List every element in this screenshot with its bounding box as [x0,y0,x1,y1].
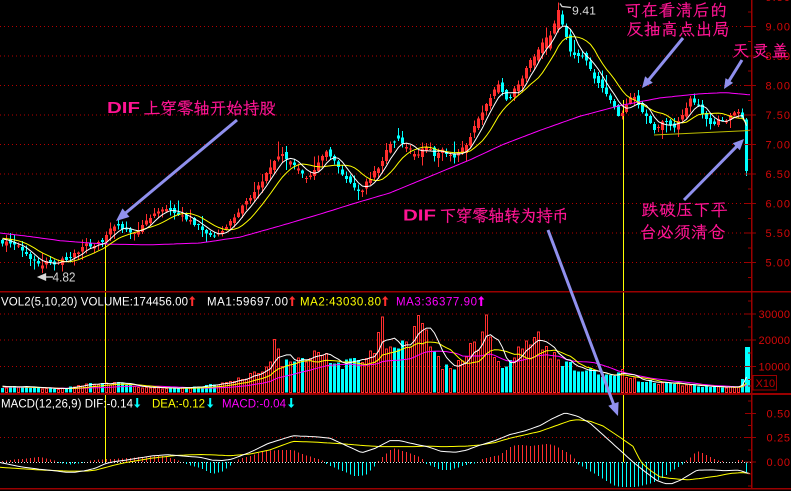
svg-text:7.00: 7.00 [766,140,791,152]
svg-text:MACD:-0.04: MACD:-0.04 [222,399,287,411]
svg-text:0.00: 0.00 [767,457,791,469]
svg-text:DIF: DIF [107,100,140,117]
svg-text:5.50: 5.50 [766,228,791,240]
svg-text:9.00: 9.00 [766,22,791,34]
svg-text:8.00: 8.00 [766,81,791,93]
svg-text:0.25: 0.25 [767,433,791,445]
svg-text:10000: 10000 [759,361,791,373]
svg-text:DEA:-0.12: DEA:-0.12 [152,399,205,411]
svg-text:6.00: 6.00 [766,199,791,211]
svg-text:X10: X10 [756,378,776,390]
svg-text:30000: 30000 [759,309,791,321]
svg-text:MA2:43030.80: MA2:43030.80 [300,297,381,309]
svg-text:VOL2(5,10,20) VOLUME:174456.00: VOL2(5,10,20) VOLUME:174456.00 [1,297,188,309]
svg-text:MA1:59697.00: MA1:59697.00 [207,297,288,309]
svg-text:20000: 20000 [759,335,791,347]
svg-text:MACD(12,26,9) DIF:-0.14: MACD(12,26,9) DIF:-0.14 [1,399,134,411]
svg-text:5.00: 5.00 [766,258,791,270]
svg-text:MA3:36377.90: MA3:36377.90 [396,297,477,309]
svg-text:0.50: 0.50 [767,408,791,420]
svg-text:9.50: 9.50 [766,0,791,4]
svg-text:DIF: DIF [403,208,436,225]
svg-text:7.50: 7.50 [766,110,791,122]
svg-text:6.50: 6.50 [766,169,791,181]
